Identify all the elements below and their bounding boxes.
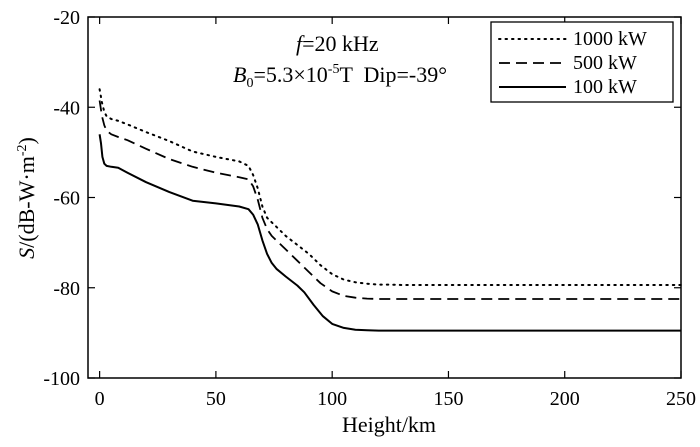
legend-label-1000kw: 1000 kW [573,28,647,50]
legend: 1000 kW 500 kW 100 kW [490,21,674,103]
x-tick-label-200: 200 [550,388,580,410]
x-tick-label-100: 100 [317,388,347,410]
legend-label-500kw: 500 kW [573,52,637,74]
y-tick-label--20: -20 [53,7,80,29]
y-tick-label--60: -60 [53,188,80,210]
y-axis-title: S/(dB-W·m-2) [14,137,39,259]
y-tick-label--80: -80 [53,278,80,300]
series-layer [98,88,682,332]
x-tick-label-250: 250 [666,388,696,410]
series-line-1000kw [98,88,682,286]
axes-layer: 0 50 100 150 200 250 -100 -80 -60 -40 -20 [43,7,696,410]
annotation-frequency: f=20 kHz [296,31,379,56]
x-tick-label-150: 150 [433,388,463,410]
x-tick-label-0: 0 [95,388,105,410]
series-line-100kw [98,134,681,332]
legend-label-100kw: 100 kW [573,76,637,98]
x-tick-label-50: 50 [206,388,226,410]
series-line-500kw [98,100,681,300]
annotation-field: B0=5.3×10-5T Dip=-39° [233,62,447,91]
legend-box [490,21,674,103]
x-axis-title: Height/km [342,412,436,437]
y-tick-label--100: -100 [43,368,80,390]
y-tick-label--40: -40 [53,97,80,119]
